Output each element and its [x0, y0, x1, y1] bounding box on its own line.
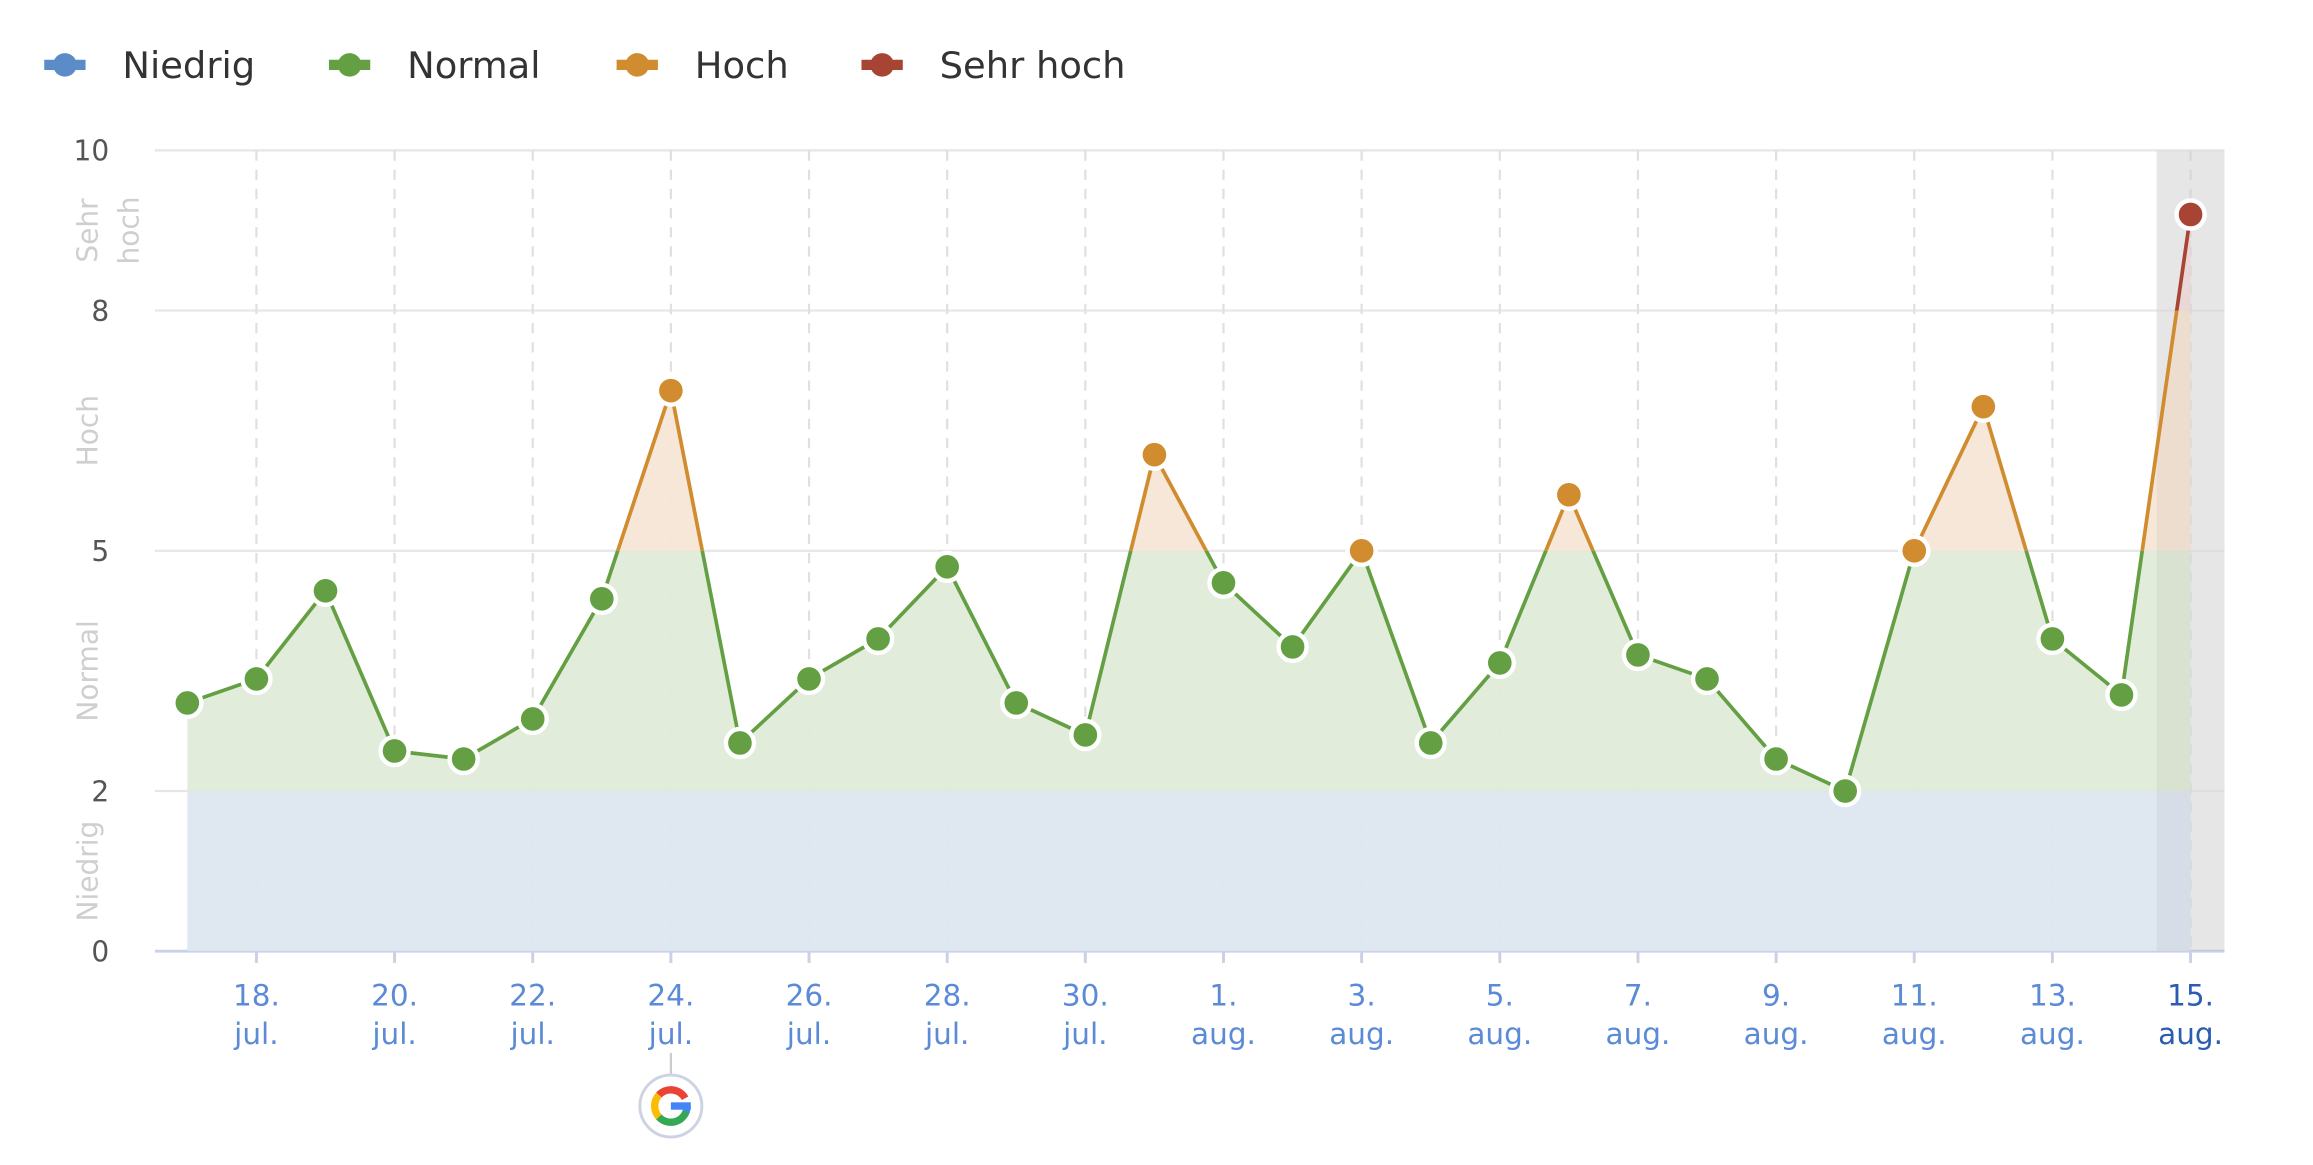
data-point [309, 574, 342, 608]
data-point [1138, 438, 1171, 471]
x-tick-label-day: 5. [1486, 979, 1514, 1013]
data-point [171, 686, 204, 720]
data-point [1000, 686, 1033, 720]
data-point [1414, 726, 1447, 760]
band-label: Normal [71, 620, 104, 721]
x-axis: 18. jul. 20. jul. 22. jul. 24. jul. 26. jul. 28. ju… [233, 951, 2223, 1051]
band-label: Hoch [71, 395, 104, 466]
google-icon-arc [650, 1092, 662, 1120]
x-tick-label-day: 9. [1762, 979, 1790, 1013]
x-tick-label-month: jul. [371, 1017, 416, 1051]
x-tick-label-month: aug. [1191, 1017, 1256, 1051]
area-niedrig [187, 791, 2191, 952]
x-tick-label-month: jul. [233, 1017, 278, 1051]
data-point [1207, 566, 1240, 600]
data-point [654, 374, 688, 407]
x-tick-label-day: 26. [786, 979, 833, 1013]
legend: Niedrig Normal Hoch Sehr hoch [44, 44, 1126, 87]
google-icon-arc [656, 1086, 689, 1101]
y-tick-label: 8 [91, 295, 109, 328]
data-point [2174, 198, 2207, 231]
x-tick-label-day: 13. [2029, 979, 2076, 1013]
y-tick-label: 10 [73, 135, 109, 168]
x-tick-label-day: 22. [509, 979, 556, 1013]
legend-item-sehr-hoch: Sehr hoch [861, 44, 1126, 87]
x-tick-label-month: aug. [1467, 1017, 1532, 1051]
legend-marker-icon [337, 53, 362, 77]
x-tick-label-day: 15. [2167, 979, 2214, 1013]
data-point [1552, 478, 1586, 511]
data-point [1828, 774, 1862, 808]
annotations [638, 1052, 704, 1139]
x-tick-label-month: jul. [509, 1017, 554, 1051]
data-point [2105, 678, 2138, 712]
legend-item-niedrig: Niedrig [44, 44, 255, 87]
data-point [1069, 718, 1102, 752]
legend-label: Hoch [695, 44, 789, 87]
x-tick-label-month: aug. [1606, 1017, 1671, 1051]
area-sehr-hoch [2176, 214, 2191, 311]
x-tick-label-day: 28. [924, 979, 971, 1013]
data-point [1276, 630, 1309, 664]
data-point [1759, 742, 1793, 776]
areas [187, 150, 2225, 952]
legend-item-hoch: Hoch [616, 44, 789, 87]
data-points [171, 198, 2207, 808]
data-point [1898, 534, 1931, 568]
band-labels: Niedrig Normal Hoch Sehr hoch [71, 196, 145, 921]
x-tick-label-day: 20. [371, 979, 418, 1013]
legend-marker-icon [870, 53, 894, 77]
legend-label: Niedrig [122, 44, 255, 87]
x-tick-label-month: jul. [1062, 1017, 1107, 1051]
x-tick-label-day: 11. [1891, 979, 1938, 1013]
highlight-overlay [2156, 150, 2225, 952]
x-tick-label-day: 18. [233, 979, 280, 1013]
x-tick-label-month: aug. [2020, 1017, 2085, 1051]
data-point [1483, 646, 1517, 680]
data-point [1690, 662, 1724, 696]
data-point [378, 734, 411, 768]
x-tick-label-month: aug. [1882, 1017, 1947, 1051]
data-point [930, 550, 964, 584]
x-tick-label-day: 3. [1348, 979, 1376, 1013]
legend-item-normal: Normal [328, 44, 541, 87]
band-label: Sehr hoch [71, 196, 145, 264]
data-point [792, 662, 826, 696]
data-point [447, 742, 480, 776]
line-hoch [615, 310, 2179, 551]
area-normal [187, 550, 2191, 792]
x-tick-label-day: 30. [1062, 979, 1109, 1013]
google-icon-arc [656, 1109, 690, 1126]
band-label: Niedrig [71, 821, 104, 922]
data-point [1621, 638, 1655, 672]
legend-label: Normal [407, 44, 540, 87]
legend-label: Sehr hoch [940, 44, 1126, 87]
legend-marker-icon [53, 53, 77, 77]
data-point [1345, 534, 1378, 568]
data-point [2036, 622, 2069, 656]
x-tick-label-month: aug. [1329, 1017, 1394, 1051]
data-point [585, 582, 619, 616]
data-point [861, 622, 895, 656]
x-tick-label-month: jul. [648, 1017, 693, 1051]
x-tick-label-month: jul. [924, 1017, 969, 1051]
x-tick-label-month: aug. [1744, 1017, 1809, 1051]
y-tick-label: 0 [91, 935, 109, 968]
y-tick-label: 2 [91, 775, 109, 808]
data-point [1967, 390, 2000, 423]
y-tick-label: 5 [91, 535, 109, 568]
x-tick-label-month: aug. [2158, 1017, 2223, 1051]
google-icon-bar [670, 1102, 691, 1110]
x-tick-label-day: 7. [1624, 979, 1652, 1013]
x-tick-label-month: jul. [786, 1017, 831, 1051]
google-icon [638, 1073, 704, 1139]
data-point [723, 726, 757, 760]
x-tick-label-day: 1. [1209, 979, 1237, 1013]
data-point [516, 702, 549, 736]
x-tick-label-day: 24. [647, 979, 694, 1013]
legend-marker-icon [625, 53, 650, 77]
data-point [240, 662, 273, 696]
